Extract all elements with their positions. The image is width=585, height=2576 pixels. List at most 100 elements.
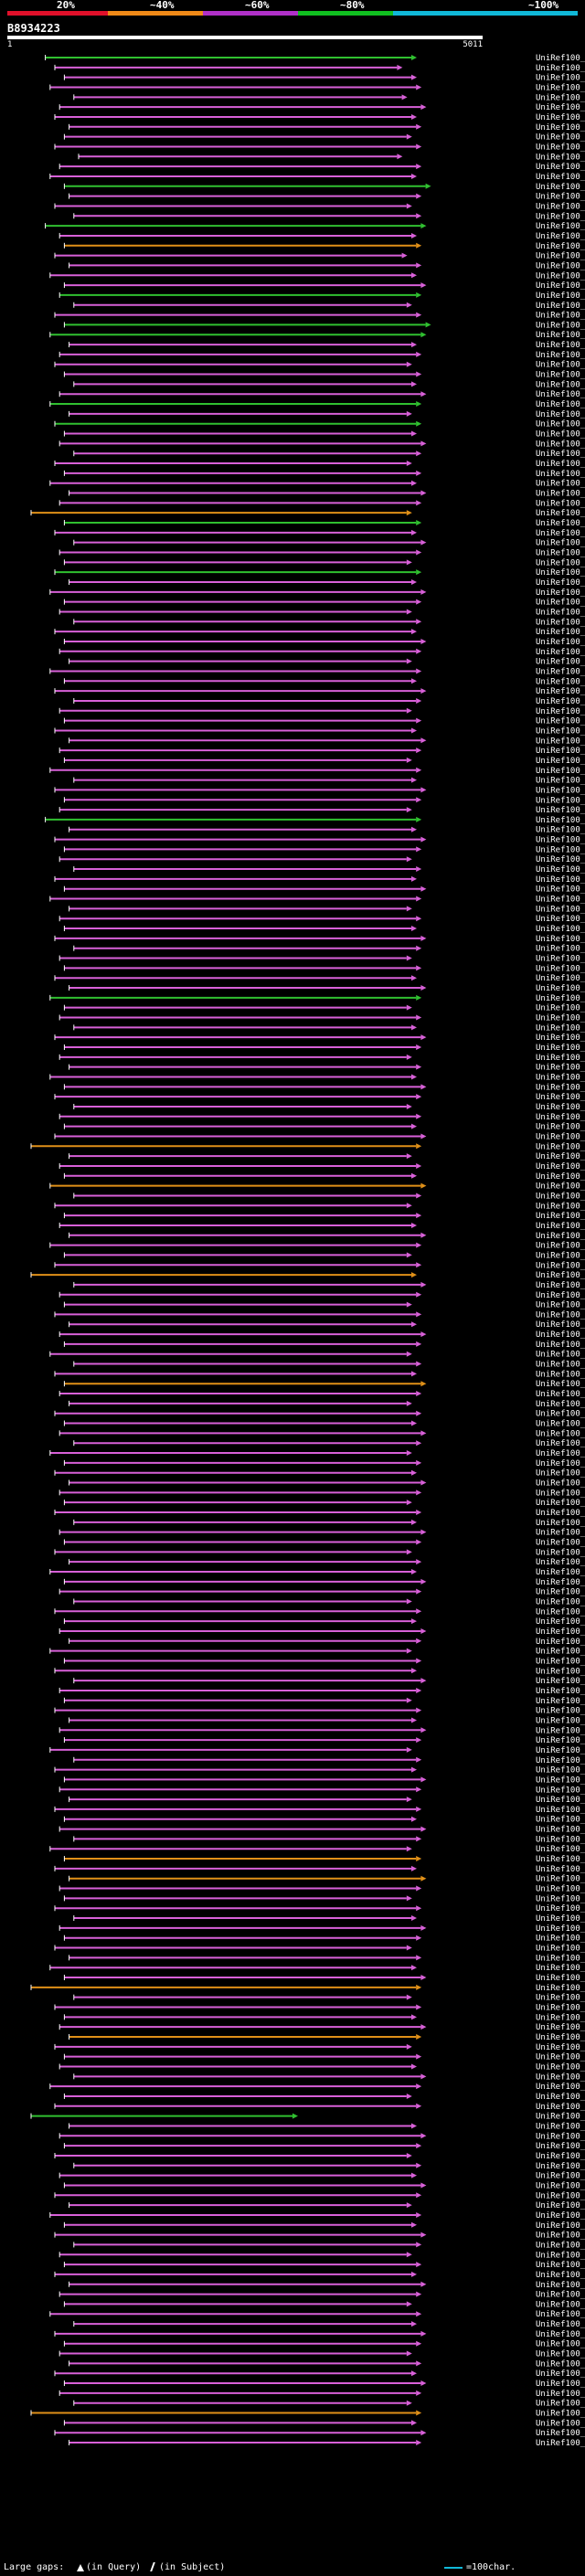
hit-label[interactable]: UniRef100_C4E6E0 [536,2390,585,2399]
hit-label[interactable]: UniRef100_A0IGE9 [536,915,585,924]
hit-label[interactable]: UniRef100_A5E8N0 [536,123,585,133]
hit-label[interactable]: UniRef100_B9ID62 [536,687,585,696]
hit-label[interactable]: UniRef100_C1FED3 [536,1172,585,1182]
hit-label[interactable]: UniRef100_Q6ND96 [536,1638,585,1647]
hit-label[interactable]: UniRef100_C5XHV5 [536,905,585,914]
hit-label[interactable]: UniRef100_B5XWC1 [536,371,585,380]
hit-label[interactable]: UniRef100_UPI000.. [536,2122,585,2131]
hit-label[interactable]: UniRef100_Q10DZ3 [536,351,585,360]
hit-label[interactable]: UniRef100_B4F7S4 [536,1044,585,1053]
hit-label[interactable]: UniRef100_C6TDP6 [536,400,585,409]
hit-label[interactable]: UniRef100_UPI000.. [536,1578,585,1587]
hit-label[interactable]: UniRef100_A4S8P3 [536,380,585,389]
hit-label[interactable]: UniRef100_Q8TAQ7 [536,1291,585,1300]
hit-label[interactable]: UniRef100_A3FMA6 [536,1073,585,1082]
hit-label[interactable]: UniRef100_Q1UA55 [536,2281,585,2290]
hit-label[interactable]: UniRef100_B6RPC0 [536,1113,585,1122]
hit-label[interactable]: UniRef100_Q41071 [536,865,585,875]
hit-label[interactable]: UniRef100_Q7T0S1 [536,2231,585,2241]
hit-label[interactable]: UniRef100_Q4SEV7 [536,1192,585,1201]
hit-label[interactable]: UniRef100_B6TU34 [536,2201,585,2210]
hit-label[interactable]: UniRef100_Q6ZRN1 [536,1064,585,1073]
hit-label[interactable]: UniRef100_UPI000.. [536,1835,585,1844]
hit-label[interactable]: UniRef100_Q5JN60 [536,767,585,776]
hit-label[interactable]: UniRef100_B8BCN6 [536,777,585,786]
hit-label[interactable]: UniRef100_UPI000.. [536,2439,585,2448]
hit-label[interactable]: UniRef100_Q5KP41 [536,1004,585,1013]
hit-label[interactable]: UniRef100_Q9C0P7 [536,1855,585,1864]
hit-label[interactable]: UniRef100_Q4K7X4 [536,133,585,143]
hit-label[interactable]: UniRef100_B7FKE3 [536,925,585,934]
hit-label[interactable]: UniRef100_Q9SET1 [536,1657,585,1666]
hit-label[interactable]: UniRef100_Q94BY7 [536,2162,585,2171]
hit-label[interactable]: UniRef100_Q3M8E3 [536,1687,585,1696]
hit-label[interactable]: UniRef100_B6UDN6 [536,271,585,281]
hit-label[interactable]: UniRef100_B8MBY3 [536,193,585,202]
hit-label[interactable]: UniRef100_Q5KSL5 [536,2359,585,2369]
hit-label[interactable]: UniRef100_Q3N0D4 [536,2291,585,2300]
hit-label[interactable]: UniRef100_B4FBV0 [536,341,585,350]
hit-label[interactable]: UniRef100_UPI000.. [536,2300,585,2309]
hit-label[interactable]: UniRef100_UPI000.. [536,1756,585,1765]
hit-label[interactable]: UniRef100_B9Q1D7 [536,321,585,330]
hit-label[interactable]: UniRef100_Q3M763 [536,173,585,182]
hit-label[interactable]: UniRef100_Q4VT05 [536,1330,585,1340]
hit-label[interactable]: UniRef100_Q3IGA2 [536,1746,585,1755]
hit-label[interactable]: UniRef100_Q4VT17 [536,2251,585,2260]
hit-label[interactable]: UniRef100_C3S569 [536,2093,585,2102]
hit-label[interactable]: UniRef100_A9S835 [536,2261,585,2270]
hit-label[interactable]: UniRef100_Q1XDD5 [536,1132,585,1141]
hit-label[interactable]: UniRef100_Q9S7W5 [536,1974,585,1983]
hit-label[interactable]: UniRef100_B9HWP9 [536,1034,585,1043]
hit-label[interactable]: UniRef100_C5Z6H6 [536,1914,585,1924]
hit-label[interactable]: UniRef100_Q1EP43 [536,638,585,647]
hit-label[interactable]: UniRef100_Q9FLZ8 [536,747,585,756]
hit-label[interactable]: UniRef100_Q7XJL1 [536,816,585,825]
hit-label[interactable]: UniRef100_Q9LIC9-3 [536,1479,585,1489]
hit-label[interactable]: UniRef100_C0PPC0 [536,539,585,548]
hit-label[interactable]: UniRef100_B9FL76 [536,2181,585,2190]
hit-label[interactable]: UniRef100_C5Y8E8 [536,2320,585,2329]
hit-label[interactable]: UniRef100_B9RFC3 [536,836,585,845]
hit-label[interactable]: UniRef100_B7Z9N1 [536,312,585,321]
hit-label[interactable]: UniRef100_A4LM22 [536,1310,585,1320]
hit-label[interactable]: UniRef100_B9XL59 [536,331,585,340]
hit-label[interactable]: UniRef100_A1CEV2 [536,1845,585,1854]
hit-label[interactable]: UniRef100_Q3JI33 [536,2380,585,2389]
hit-label[interactable]: UniRef100_A9S2J5 [536,1816,585,1825]
hit-label[interactable]: UniRef100_Q6C0P7-2 [536,1924,585,1934]
hit-label[interactable]: UniRef100_B4BGA9 [536,1954,585,1963]
hit-label[interactable]: UniRef100_A4MH20 [536,2152,585,2161]
hit-label[interactable]: UniRef100_Q8FQ0K [536,588,585,598]
hit-label[interactable]: UniRef100_UPI000.. [536,1588,585,1597]
hit-label[interactable]: UniRef100_Q9LIC9-2 [536,1984,585,1993]
hit-label[interactable]: UniRef100_C0PRY2 [536,1242,585,1251]
hit-label[interactable]: UniRef100_Q4QIE0 [536,1103,585,1112]
hit-label[interactable]: UniRef100_A5CTV8 [536,1261,585,1270]
hit-label[interactable]: UniRef100_A7PHK3 [536,2271,585,2280]
hit-label[interactable]: UniRef100_Q4A2B5 [536,242,585,251]
hit-label[interactable]: UniRef100_Q1UAC1 [536,1786,585,1795]
hit-label[interactable]: UniRef100_C0VG39 [536,1697,585,1706]
hit-label[interactable]: UniRef100_B4F8M5 [536,658,585,667]
hit-label[interactable]: UniRef100_B4VBV0 [536,1766,585,1776]
hit-label[interactable]: UniRef100_B9HW16 [536,2191,585,2200]
hit-label[interactable]: UniRef100_Q1HH32 [536,1509,585,1518]
hit-label[interactable]: UniRef100_Q9ZT16 [536,183,585,192]
hit-label[interactable]: UniRef100_Q1G341 [536,667,585,676]
hit-label[interactable]: UniRef100_B6ACV5 [536,737,585,746]
hit-label[interactable]: UniRef100_B7CT47 [536,1083,585,1092]
hit-label[interactable]: UniRef100_B9S971 [536,1420,585,1429]
hit-label[interactable]: UniRef100_A9UEB1 [536,2004,585,2013]
hit-label[interactable]: UniRef100_B6SYC2 [536,964,585,973]
hit-label[interactable]: UniRef100_Q7U3X4 [536,519,585,528]
hit-label[interactable]: UniRef100_Q4T719 [536,1885,585,1894]
hit-label[interactable]: UniRef100_Q3MTK5 [536,202,585,211]
hit-label[interactable]: UniRef100_Q3HTX6 [536,490,585,499]
hit-label[interactable]: UniRef100_A4S1Y9 [536,1429,585,1438]
hit-label[interactable]: UniRef100_Q6M0K9 [536,1519,585,1528]
hit-label[interactable]: UniRef100_A7PLL5 [536,450,585,459]
hit-label[interactable]: UniRef100_A1CPW0 [536,2103,585,2112]
hit-label[interactable]: UniRef100_Q5SUM7 [536,390,585,399]
hit-label[interactable]: UniRef100_C5Z2E1 [536,1904,585,1913]
